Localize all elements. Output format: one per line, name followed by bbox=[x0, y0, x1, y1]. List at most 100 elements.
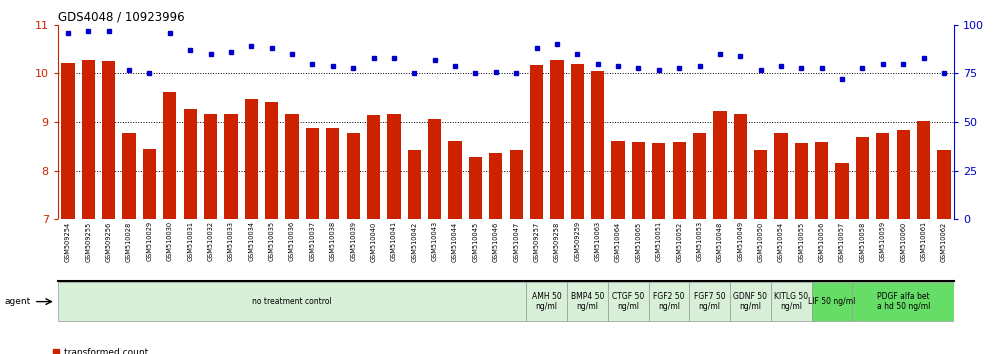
Bar bbox=[224, 114, 238, 219]
Bar bbox=[204, 114, 217, 219]
Text: GDNF 50
ng/ml: GDNF 50 ng/ml bbox=[733, 292, 768, 312]
Bar bbox=[652, 143, 665, 219]
Bar bbox=[689, 282, 730, 321]
Bar bbox=[917, 121, 930, 219]
Bar bbox=[754, 150, 767, 219]
Text: GSM509256: GSM509256 bbox=[106, 221, 112, 262]
Text: GSM510029: GSM510029 bbox=[146, 221, 152, 262]
Bar bbox=[937, 150, 950, 219]
Bar bbox=[142, 149, 156, 219]
Text: GSM510047: GSM510047 bbox=[513, 221, 519, 262]
Text: GSM510062: GSM510062 bbox=[941, 221, 947, 262]
Bar bbox=[672, 142, 686, 219]
Text: CTGF 50
ng/ml: CTGF 50 ng/ml bbox=[613, 292, 644, 312]
Bar bbox=[448, 141, 462, 219]
Bar bbox=[730, 282, 771, 321]
Text: GDS4048 / 10923996: GDS4048 / 10923996 bbox=[58, 11, 184, 24]
Text: agent: agent bbox=[5, 297, 31, 306]
Text: GSM510044: GSM510044 bbox=[452, 221, 458, 262]
Legend: transformed count, percentile rank within the sample: transformed count, percentile rank withi… bbox=[53, 348, 217, 354]
Bar bbox=[591, 71, 605, 219]
Text: GSM510061: GSM510061 bbox=[920, 221, 926, 262]
Bar bbox=[245, 99, 258, 219]
Bar bbox=[771, 282, 812, 321]
Text: AMH 50
ng/ml: AMH 50 ng/ml bbox=[532, 292, 562, 312]
Bar bbox=[550, 60, 564, 219]
Text: GSM510041: GSM510041 bbox=[390, 221, 397, 262]
Bar bbox=[306, 128, 319, 219]
Bar bbox=[896, 130, 910, 219]
Text: GSM510028: GSM510028 bbox=[126, 221, 132, 262]
Text: GSM510033: GSM510033 bbox=[228, 221, 234, 261]
Bar bbox=[58, 282, 526, 321]
Bar bbox=[530, 65, 543, 219]
Bar bbox=[469, 157, 482, 219]
Text: GSM510037: GSM510037 bbox=[310, 221, 316, 262]
Text: GSM510031: GSM510031 bbox=[187, 221, 193, 261]
Bar bbox=[612, 141, 624, 219]
Text: GSM510052: GSM510052 bbox=[676, 221, 682, 262]
Text: GSM510063: GSM510063 bbox=[595, 221, 601, 262]
Text: GSM510035: GSM510035 bbox=[269, 221, 275, 262]
Bar bbox=[82, 60, 95, 219]
Text: KITLG 50
ng/ml: KITLG 50 ng/ml bbox=[774, 292, 808, 312]
Bar bbox=[734, 114, 747, 219]
Bar bbox=[526, 282, 567, 321]
Bar bbox=[774, 133, 788, 219]
Text: LIF 50 ng/ml: LIF 50 ng/ml bbox=[808, 297, 856, 306]
Text: GSM509258: GSM509258 bbox=[554, 221, 560, 262]
Text: GSM509254: GSM509254 bbox=[65, 221, 71, 262]
Bar bbox=[567, 282, 608, 321]
Bar bbox=[693, 133, 706, 219]
Text: FGF7 50
ng/ml: FGF7 50 ng/ml bbox=[694, 292, 725, 312]
Text: GSM510059: GSM510059 bbox=[879, 221, 885, 262]
Bar bbox=[183, 108, 197, 219]
Bar bbox=[815, 142, 829, 219]
Text: GSM510054: GSM510054 bbox=[778, 221, 784, 262]
Text: GSM510040: GSM510040 bbox=[371, 221, 376, 262]
Text: GSM509255: GSM509255 bbox=[86, 221, 92, 262]
Bar bbox=[713, 112, 726, 219]
Text: GSM510065: GSM510065 bbox=[635, 221, 641, 262]
Bar bbox=[856, 137, 870, 219]
Text: GSM510053: GSM510053 bbox=[696, 221, 702, 262]
Text: GSM510030: GSM510030 bbox=[166, 221, 173, 262]
Text: GSM509259: GSM509259 bbox=[575, 221, 581, 262]
Text: GSM510064: GSM510064 bbox=[615, 221, 622, 262]
Text: GSM510055: GSM510055 bbox=[799, 221, 805, 262]
Bar bbox=[102, 61, 116, 219]
Text: GSM510034: GSM510034 bbox=[248, 221, 254, 262]
Text: GSM510032: GSM510032 bbox=[207, 221, 213, 262]
Bar bbox=[265, 102, 278, 219]
Bar bbox=[876, 133, 889, 219]
Text: no treatment control: no treatment control bbox=[252, 297, 332, 306]
Text: GSM510046: GSM510046 bbox=[493, 221, 499, 262]
Text: PDGF alfa bet
a hd 50 ng/ml: PDGF alfa bet a hd 50 ng/ml bbox=[876, 292, 930, 312]
Bar bbox=[836, 162, 849, 219]
Text: GSM510038: GSM510038 bbox=[330, 221, 336, 262]
Text: GSM510045: GSM510045 bbox=[472, 221, 478, 262]
Text: GSM510058: GSM510058 bbox=[860, 221, 866, 262]
Bar bbox=[571, 64, 584, 219]
Bar bbox=[428, 119, 441, 219]
Bar bbox=[631, 142, 645, 219]
Text: GSM510039: GSM510039 bbox=[351, 221, 357, 261]
Bar bbox=[407, 150, 421, 219]
Text: GSM510060: GSM510060 bbox=[900, 221, 906, 262]
Text: GSM510050: GSM510050 bbox=[758, 221, 764, 262]
Bar bbox=[510, 150, 523, 219]
Bar bbox=[812, 282, 853, 321]
Bar bbox=[853, 282, 954, 321]
Bar bbox=[123, 133, 135, 219]
Text: GSM510048: GSM510048 bbox=[717, 221, 723, 262]
Text: GSM510042: GSM510042 bbox=[411, 221, 417, 262]
Bar bbox=[163, 92, 176, 219]
Bar bbox=[795, 143, 808, 219]
Text: GSM510057: GSM510057 bbox=[839, 221, 846, 262]
Bar bbox=[387, 114, 400, 219]
Text: GSM510043: GSM510043 bbox=[431, 221, 437, 262]
Text: GSM510036: GSM510036 bbox=[289, 221, 295, 262]
Text: GSM510049: GSM510049 bbox=[737, 221, 743, 262]
Bar bbox=[608, 282, 648, 321]
Text: GSM510056: GSM510056 bbox=[819, 221, 825, 262]
